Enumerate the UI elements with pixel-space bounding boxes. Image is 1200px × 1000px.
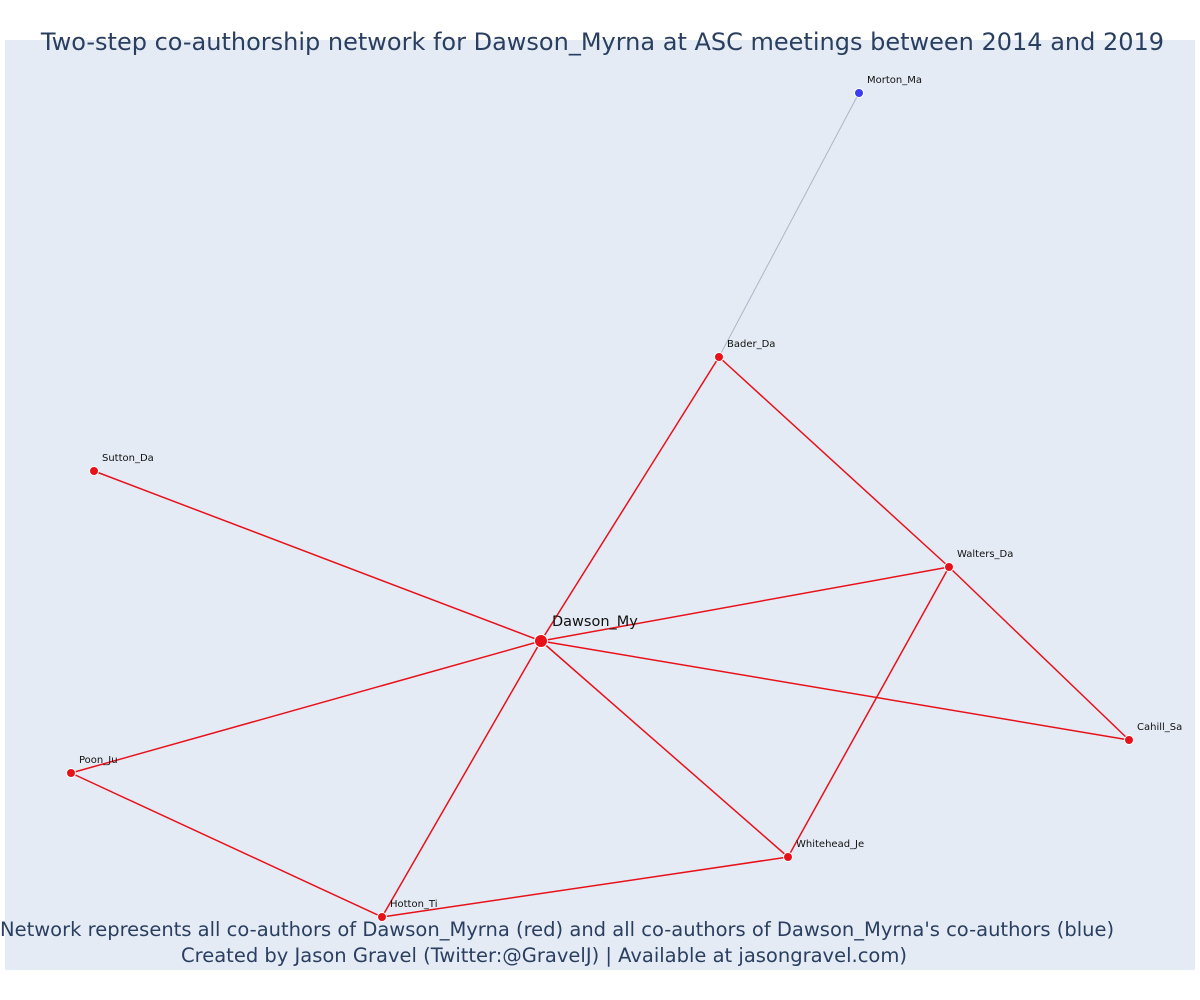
- edge-walters-cahill: [948, 566, 1130, 741]
- node-cahill-sa[interactable]: [1124, 735, 1134, 745]
- edge-sutton-dawson: [93, 470, 542, 642]
- edge-poon-hotton: [70, 772, 383, 918]
- node-walters-da[interactable]: [944, 562, 954, 572]
- node-sutton-da[interactable]: [89, 466, 99, 476]
- node-dawson-my[interactable]: [534, 634, 548, 648]
- node-label-hotton-ti: Hotton_Ti: [390, 899, 438, 910]
- chart-title: Two-step co-authorship network for Dawso…: [40, 28, 1165, 56]
- node-label-sutton-da: Sutton_Da: [102, 453, 154, 464]
- edge-whitehead-dawson: [540, 640, 789, 858]
- node-hotton-ti[interactable]: [377, 912, 387, 922]
- node-label-cahill-sa: Cahill_Sa: [1137, 722, 1182, 733]
- author-credit-caption: Created by Jason Gravel (Twitter:@Gravel…: [181, 944, 907, 967]
- node-label-morton-ma: Morton_Ma: [867, 75, 922, 86]
- edge-poon-dawson: [70, 640, 542, 774]
- edge-bader-dawson: [540, 356, 720, 642]
- node-label-dawson-my: Dawson_My: [552, 614, 638, 630]
- node-label-poon-ju: Poon_Ju: [79, 755, 118, 766]
- edge-walters-dawson: [540, 566, 950, 642]
- edge-hotton-dawson: [381, 640, 542, 918]
- network-plot-area: [5, 40, 1195, 970]
- node-label-whitehead-je: Whitehead_Je: [796, 839, 864, 850]
- network-legend-caption: Network represents all co-authors of Daw…: [0, 918, 1115, 941]
- node-whitehead-je[interactable]: [783, 852, 793, 862]
- edge-cahill-dawson: [540, 640, 1130, 741]
- edge-hotton-whitehead: [381, 856, 789, 918]
- node-morton-ma[interactable]: [854, 88, 864, 98]
- edge-morton-bader: [718, 92, 860, 358]
- node-label-walters-da: Walters_Da: [957, 549, 1013, 560]
- edge-walters-whitehead: [787, 566, 950, 858]
- edge-bader-walters: [718, 356, 950, 568]
- node-label-bader-da: Bader_Da: [727, 339, 775, 350]
- node-poon-ju[interactable]: [66, 768, 76, 778]
- node-bader-da[interactable]: [714, 352, 724, 362]
